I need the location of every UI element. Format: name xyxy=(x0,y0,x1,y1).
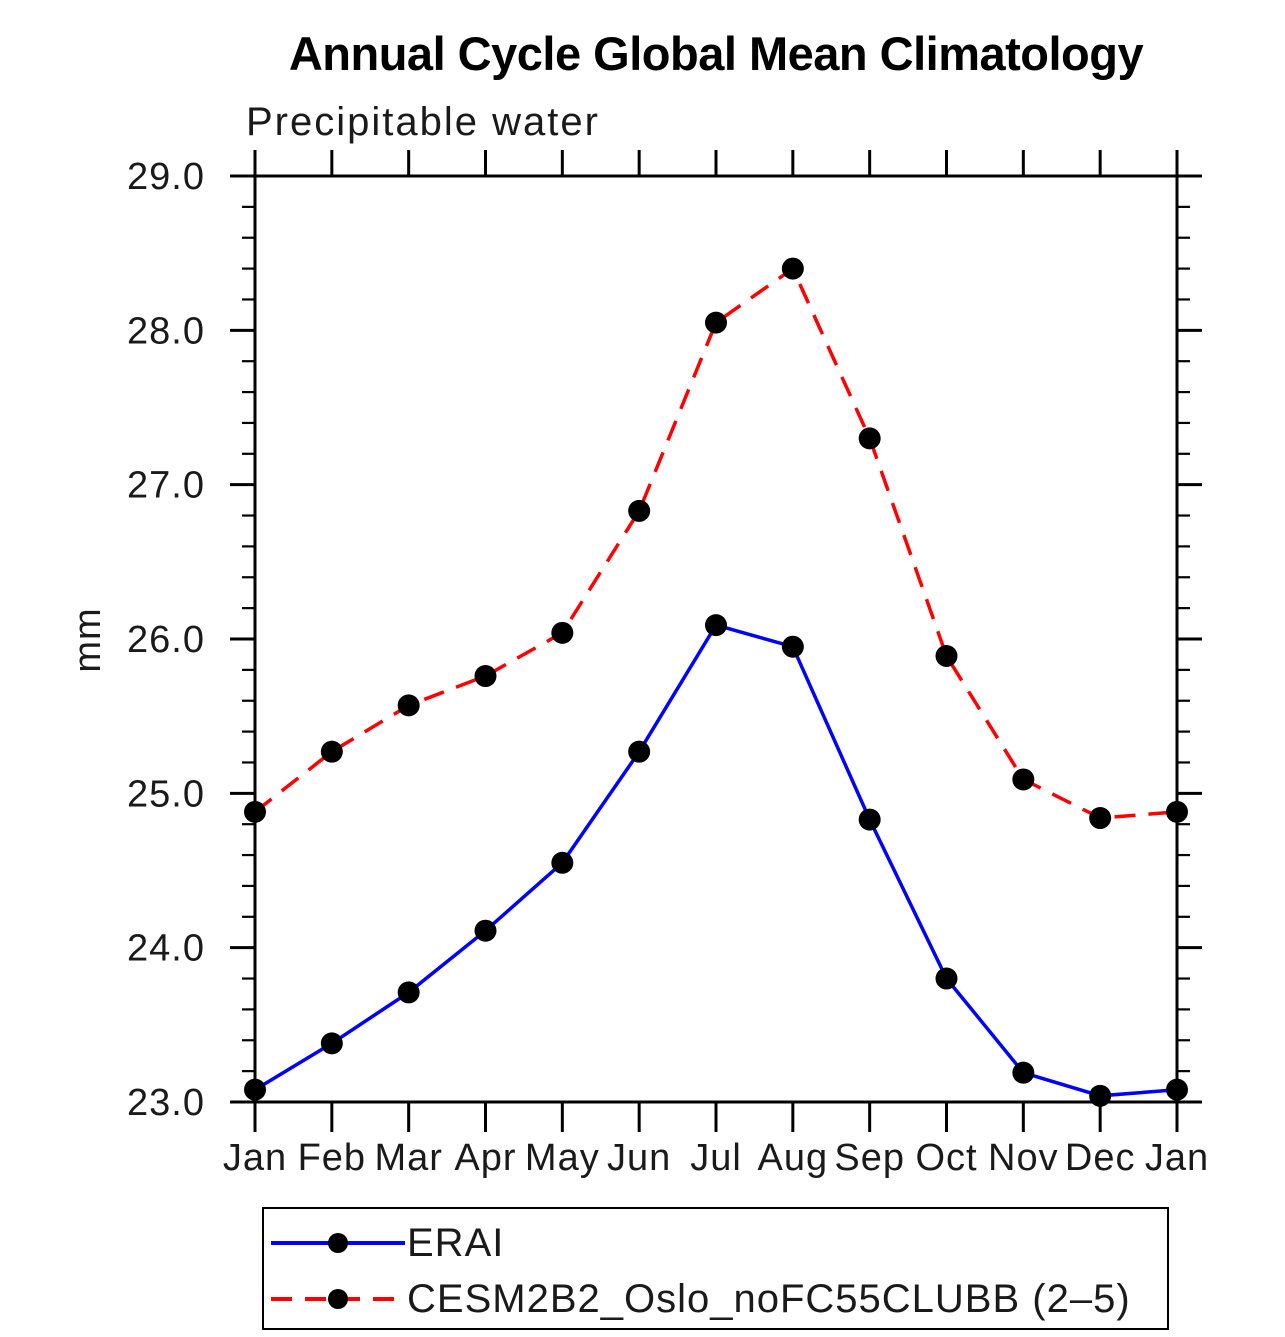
legend-label-cesm: CESM2B2_Oslo_noFC55CLUBB (2–5) xyxy=(407,1277,1131,1321)
x-axis-tick-label: Jan xyxy=(223,1137,287,1179)
cesm-line-sample xyxy=(271,1289,405,1309)
x-axis-tick-label: Nov xyxy=(988,1137,1059,1179)
cesm-data-point-marker xyxy=(551,621,574,644)
y-axis-tick-label: 28.0 xyxy=(127,310,205,352)
x-axis-tick-label: Apr xyxy=(454,1137,516,1179)
cesm-data-point-marker xyxy=(781,257,804,280)
y-axis-tick-label: 23.0 xyxy=(127,1082,205,1124)
cesm-data-point-marker xyxy=(858,427,881,450)
erai-data-point-marker xyxy=(1012,1061,1035,1084)
x-axis-tick-label: May xyxy=(525,1137,600,1179)
x-axis-tick-label: Jan xyxy=(1145,1137,1209,1179)
legend: ERAI CESM2B2_Oslo_noFC55CLUBB (2–5) xyxy=(262,1207,1169,1330)
erai-data-point-marker xyxy=(935,967,958,990)
x-axis-tick-label: Sep xyxy=(834,1137,905,1179)
cesm-series-line xyxy=(253,265,1178,820)
erai-data-point-marker xyxy=(1166,1078,1188,1101)
cesm-data-point-marker xyxy=(474,665,497,688)
x-axis-tick-label: Oct xyxy=(915,1137,977,1179)
erai-series-line xyxy=(254,623,1178,1098)
cesm-data-point-marker xyxy=(320,740,343,763)
cesm-data-point-marker xyxy=(397,694,420,717)
legend-marker-dot xyxy=(328,1233,348,1253)
erai-data-point-marker xyxy=(1089,1084,1112,1107)
x-axis-tick-label: Jun xyxy=(607,1137,671,1179)
y-axis-tick-label: 24.0 xyxy=(127,928,205,970)
erai-data-point-marker xyxy=(474,919,497,942)
cesm-data-point-marker xyxy=(244,800,266,823)
x-axis-tick-label: Dec xyxy=(1065,1137,1136,1179)
x-axis-tick-label: Feb xyxy=(298,1137,366,1179)
y-axis-tick-label: 27.0 xyxy=(127,465,205,507)
plot-area: 23.0 24.0 25.0 26.0 27.0 28.0 29.0 Jan Feb Mar Apr… xyxy=(127,150,1209,1179)
cesm-data-point-marker xyxy=(705,311,727,334)
cesm-data-point-marker xyxy=(1012,768,1035,791)
erai-line-sample xyxy=(271,1233,405,1253)
legend-item-cesm: CESM2B2_Oslo_noFC55CLUBB (2–5) xyxy=(264,1277,1167,1321)
erai-data-point-marker xyxy=(397,981,420,1004)
y-axis-tick-label: 29.0 xyxy=(127,156,205,198)
cesm-data-point-marker xyxy=(935,644,958,667)
legend-item-erai: ERAI xyxy=(264,1221,1167,1265)
legend-label-erai: ERAI xyxy=(407,1221,505,1265)
erai-data-point-marker xyxy=(781,635,804,658)
legend-marker-dot xyxy=(328,1289,348,1309)
cesm-data-point-marker xyxy=(628,499,651,522)
chart-title: Annual Cycle Global Mean Climatology xyxy=(288,27,1144,80)
erai-data-point-marker xyxy=(858,808,881,831)
y-axis-tick-label: 25.0 xyxy=(127,773,205,815)
x-axis-tick-label: Aug xyxy=(758,1137,829,1179)
erai-data-point-marker xyxy=(244,1078,266,1101)
x-axis-tick-label: Mar xyxy=(374,1137,442,1179)
cesm-data-point-marker xyxy=(1166,800,1188,823)
erai-data-point-marker xyxy=(320,1032,343,1055)
plot-frame xyxy=(253,174,1179,1104)
y-axis-tick-label: 26.0 xyxy=(127,619,205,661)
erai-data-point-marker xyxy=(551,851,574,874)
erai-data-point-marker xyxy=(628,740,651,763)
erai-data-point-marker xyxy=(705,614,727,637)
chart-subtitle: Precipitable water xyxy=(246,100,600,144)
cesm-data-point-marker xyxy=(1089,807,1112,830)
x-axis-tick-label: Jul xyxy=(690,1137,742,1179)
